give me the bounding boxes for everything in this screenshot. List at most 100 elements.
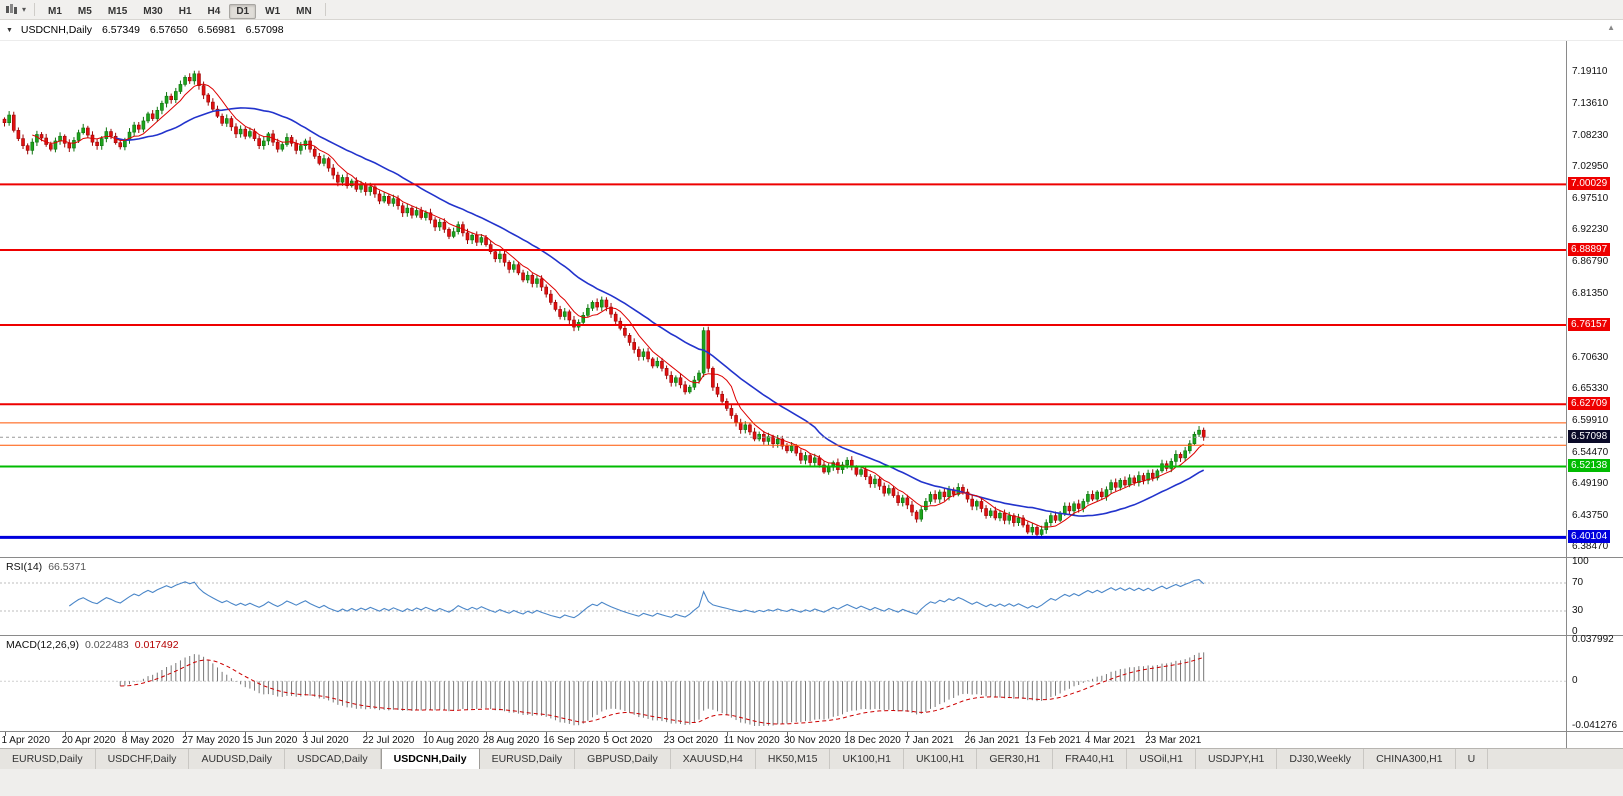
- rsi-line: [68, 579, 1205, 619]
- date-tick: [305, 732, 307, 736]
- date-tick: [726, 732, 728, 736]
- date-label: 30 Nov 2020: [783, 735, 841, 746]
- tab-china300-h1[interactable]: CHINA300,H1: [1364, 749, 1456, 769]
- ohlc-high: 6.57650: [149, 24, 188, 36]
- timeframe-h1[interactable]: H1: [178, 5, 192, 17]
- price-axis-label: 6.59910: [1572, 414, 1609, 426]
- chart-symbol-title: USDCNH,Daily: [20, 24, 93, 36]
- rsi-axis-label: 70: [1572, 577, 1584, 588]
- toolbar-separator: [324, 3, 326, 16]
- timeframe-mn[interactable]: MN: [296, 5, 312, 17]
- ohlc-close: 6.57098: [245, 24, 284, 36]
- macd-main-value: 0.022483: [84, 639, 129, 651]
- tab-eurusd-daily[interactable]: EURUSD,Daily: [479, 749, 576, 769]
- rsi-axis-label: 30: [1572, 605, 1584, 616]
- price-axis-label: 7.13610: [1572, 98, 1609, 110]
- tab-gbpusd-daily[interactable]: GBPUSD,Daily: [575, 749, 671, 769]
- price-axis-label: 6.70630: [1572, 351, 1609, 363]
- date-label: 22 Jul 2020: [362, 735, 415, 746]
- candles: [2, 70, 1206, 539]
- date-label: 13 Feb 2021: [1024, 735, 1081, 746]
- rsi-plot: [0, 579, 1566, 619]
- date-label: 23 Mar 2021: [1145, 735, 1202, 746]
- timeframe-m15[interactable]: M15: [107, 5, 128, 17]
- chart-menu-icon[interactable]: ▼: [6, 27, 13, 34]
- candlestick-plot: [0, 70, 1566, 539]
- timeframe-buttons: M1 M5 M15 M30 H1 H4 D1 W1 MN: [40, 1, 320, 19]
- date-tick: [64, 732, 66, 736]
- timeframe-m1[interactable]: M1: [48, 5, 62, 17]
- date-tick: [666, 732, 668, 736]
- price-axis-label: 6.65330: [1572, 382, 1609, 394]
- date-tick: [4, 732, 6, 736]
- date-label: 27 May 2020: [182, 735, 240, 746]
- scroll-up-icon[interactable]: ▲: [1607, 23, 1615, 32]
- tab-ger30-h1[interactable]: GER30,H1: [977, 749, 1054, 769]
- date-label: 5 Oct 2020: [603, 735, 653, 746]
- chart-type-icon[interactable]: [4, 3, 19, 16]
- date-label: 3 Jul 2020: [302, 735, 349, 746]
- tab-usdchf-daily[interactable]: USDCHF,Daily: [95, 749, 190, 769]
- macd-panel[interactable]: MACD(12,26,9) 0.022483 0.017492 0.037992 0-…: [0, 634, 1623, 731]
- timeframe-d1[interactable]: D1: [229, 3, 257, 19]
- ohlc-open: 6.57349: [101, 24, 140, 36]
- rsi-title: RSI(14) 66.5371: [6, 561, 87, 573]
- date-label: 4 Mar 2021: [1084, 735, 1136, 746]
- tab-uk100-h1[interactable]: UK100,H1: [903, 749, 978, 769]
- hline-price-tag: 7.00029: [1568, 177, 1611, 191]
- hline-price-tag: 6.62709: [1568, 397, 1611, 411]
- hline-price-tag: 6.88897: [1568, 242, 1611, 256]
- macd-axis-label: -0.041276: [1572, 720, 1618, 731]
- axis-separator: [1566, 41, 1567, 748]
- timeframe-w1[interactable]: W1: [265, 5, 281, 17]
- tab-xauusd-h4[interactable]: XAUUSD,H4: [670, 749, 756, 769]
- timeframes-toolbar: ▾ M1 M5 M15 M30 H1 H4 D1 W1 MN: [0, 0, 1623, 20]
- chart-type-caret-icon[interactable]: ▾: [22, 5, 27, 14]
- price-axis-label: 6.49190: [1572, 477, 1609, 489]
- date-label: 11 Nov 2020: [723, 735, 780, 746]
- tab-fra40-h1[interactable]: FRA40,H1: [1053, 749, 1128, 769]
- timeframe-m5[interactable]: M5: [77, 5, 92, 17]
- timeframe-m30[interactable]: M30: [143, 5, 163, 17]
- tab-usoil-h1[interactable]: USOil,H1: [1127, 749, 1196, 769]
- rsi-axis-label: 100: [1572, 556, 1589, 567]
- macd-title: MACD(12,26,9) 0.022483 0.017492: [6, 639, 179, 651]
- tab-audusd-daily[interactable]: AUDUSD,Daily: [189, 749, 286, 769]
- date-label: 26 Jan 2021: [964, 735, 1020, 746]
- tab-u[interactable]: U: [1455, 749, 1489, 769]
- date-tick: [606, 732, 608, 736]
- macd-axis-label: 0: [1572, 675, 1578, 687]
- price-axis-label: 7.08230: [1572, 130, 1609, 142]
- rsi-value: 66.5371: [48, 561, 87, 573]
- date-label: 20 Apr 2020: [61, 735, 116, 746]
- date-tick: [1027, 732, 1029, 736]
- macd-signal-line: [120, 657, 1204, 725]
- macd-histogram: [119, 652, 1205, 726]
- tab-usdjpy-h1[interactable]: USDJPY,H1: [1195, 749, 1278, 769]
- tab-usdcad-daily[interactable]: USDCAD,Daily: [285, 749, 381, 769]
- hline-price-tag: 6.52138: [1568, 459, 1611, 473]
- macd-plot: [0, 652, 1566, 726]
- tab-usdcnh-daily[interactable]: USDCNH,Daily: [380, 749, 480, 769]
- date-tick: [786, 732, 788, 736]
- ohlc-low: 6.56981: [197, 24, 236, 36]
- rsi-panel[interactable]: RSI(14) 66.5371 100 70 30 0: [0, 556, 1623, 637]
- date-label: 18 Dec 2020: [844, 735, 901, 746]
- ma-fast-line: [32, 83, 1204, 528]
- timeframe-h4[interactable]: H4: [207, 5, 221, 17]
- date-tick: [907, 732, 909, 736]
- tab-hk50-m15[interactable]: HK50,M15: [755, 749, 831, 769]
- price-axis-label: 6.54470: [1572, 446, 1609, 458]
- hline-price-tag: 6.76157: [1568, 317, 1611, 331]
- tab-eurusd-daily[interactable]: EURUSD,Daily: [0, 749, 96, 769]
- rsi-axis-label: 0: [1572, 626, 1578, 637]
- time-axis[interactable]: 1 Apr 2020 20 Apr 2020 8 May 2020 27 May 20…: [0, 731, 1623, 748]
- price-chart-panel[interactable]: 7.19110 7.13610 7.08230 7.02950 6.97510 6.922…: [0, 41, 1623, 557]
- ma-slow-line: [115, 107, 1205, 517]
- tab-uk100-h1[interactable]: UK100,H1: [830, 749, 904, 769]
- toolbar-separator: [34, 3, 36, 16]
- tab-dj30-weekly[interactable]: DJ30,Weekly: [1277, 749, 1365, 769]
- bottom-strip: [0, 769, 1623, 796]
- date-label: 23 Oct 2020: [663, 735, 719, 746]
